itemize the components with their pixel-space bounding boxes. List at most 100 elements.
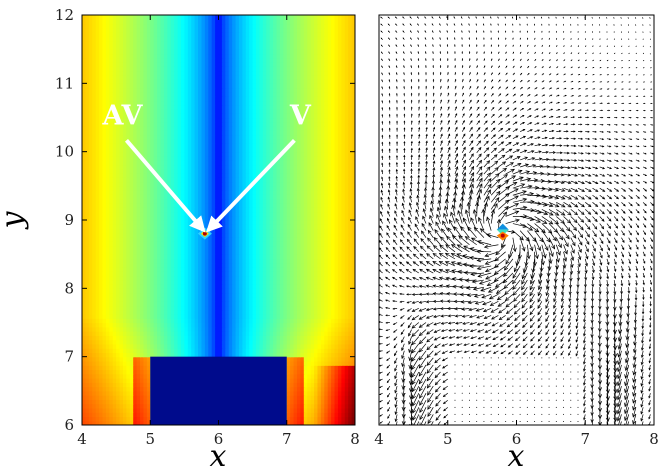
heatmap-cell [82,241,87,247]
heatmap-cell [245,262,250,268]
heatmap-cell [300,262,305,268]
heatmap-cell [310,249,315,255]
heatmap-cell [201,309,206,315]
heatmap-cell [266,284,271,289]
heatmap-cell [334,271,339,277]
heatmap-cell [300,211,305,217]
heatmap-cell [99,215,104,221]
heatmap-cell [105,390,110,396]
heatmap-cell [238,173,243,178]
heatmap-cell [153,190,158,195]
heatmap-cell [129,326,134,332]
heatmap-cell [351,360,355,366]
heatmap-cell [225,173,230,178]
heatmap-cell [262,301,267,307]
heatmap-cell [180,245,185,251]
heatmap-cell [129,343,134,349]
heatmap-cell [348,343,353,349]
heatmap-cell [119,271,124,277]
heatmap-cell [129,296,134,302]
heatmap-cell [133,249,138,255]
heatmap-cell [99,232,104,238]
heatmap-cell [266,173,271,178]
heatmap-cell [129,155,134,161]
heatmap-cell [300,378,305,383]
heatmap-cell [102,275,107,281]
heatmap-cell [324,335,329,341]
heatmap-cell [136,326,141,332]
heatmap-cell [337,249,342,255]
heatmap-cell [95,249,100,255]
heatmap-cell [88,403,93,409]
heatmap-cell [324,292,329,298]
heatmap-cell [218,348,223,353]
heatmap-cell [119,326,124,332]
heatmap-cell [286,224,291,230]
heatmap-cell [320,160,325,166]
heatmap-cell [283,173,288,178]
heatmap-cell [314,403,319,409]
heatmap-cell [85,292,90,298]
heatmap-cell [252,207,257,213]
heatmap-cell [242,292,247,298]
heatmap-cell [99,399,104,405]
heatmap-cell [245,322,250,328]
heatmap-cell [344,416,349,422]
heatmap-cell [293,245,298,251]
heatmap-cell [133,284,138,289]
heatmap-cell [228,279,233,285]
heatmap-cell [296,168,301,174]
heatmap-cell [286,254,291,260]
heatmap-cell [82,181,87,187]
heatmap-cell [95,390,100,396]
heatmap-cell [296,309,301,315]
heatmap-cell [337,215,342,221]
heatmap-cell [112,356,117,362]
heatmap-cell [82,382,87,388]
heatmap-cell [296,249,301,255]
heatmap-cell [133,420,138,425]
heatmap-cell [334,331,339,336]
heatmap-cell [126,407,131,413]
heatmap-cell [157,348,162,353]
heatmap-cell [146,292,151,298]
heatmap-cell [351,395,355,400]
heatmap-cell [286,164,291,170]
heatmap-cell [249,202,254,208]
heatmap-cell [92,326,97,332]
heatmap-cell [133,416,138,422]
heatmap-cell [310,185,315,191]
heatmap-cell [82,258,87,264]
heatmap-cell [177,245,182,251]
heatmap-cell [317,271,322,277]
heatmap-cell [245,339,250,345]
heatmap-cell [348,211,353,217]
heatmap-cell [235,245,240,251]
heatmap-cell [344,386,349,392]
heatmap-cell [310,284,315,289]
heatmap-cell [184,241,189,247]
heatmap-cell [82,390,87,396]
heatmap-cell [92,160,97,166]
heatmap-cell [320,275,325,281]
heatmap-cell [92,420,97,425]
heatmap-cell [211,318,216,324]
heatmap-cell [317,177,322,183]
heatmap-cell [225,313,230,319]
heatmap-cell [283,266,288,272]
heatmap-cell [102,416,107,422]
heatmap-cell [324,232,329,238]
heatmap-cell [105,284,110,289]
heatmap-cell [146,326,151,332]
heatmap-cell [92,407,97,413]
heatmap-cell [314,224,319,230]
heatmap-cell [82,335,87,341]
heatmap-cell [174,207,179,213]
heatmap-cell [109,322,114,328]
heatmap-cell [307,365,312,371]
heatmap-cell [187,228,192,234]
heatmap-cell [232,284,237,289]
heatmap-cell [290,202,295,208]
heatmap-cell [95,309,100,315]
heatmap-cell [242,279,247,285]
